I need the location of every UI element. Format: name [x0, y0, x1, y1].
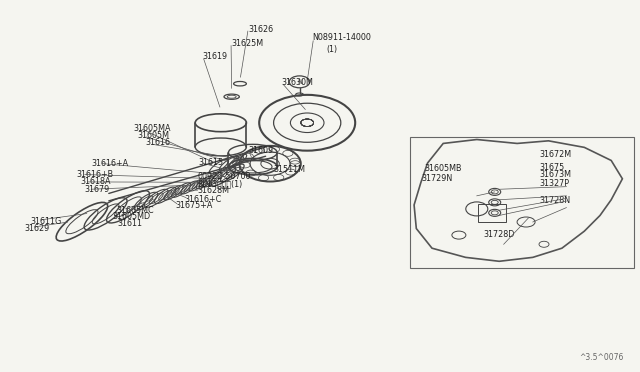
Text: 31673M: 31673M [540, 170, 572, 179]
Text: 31679: 31679 [84, 185, 109, 193]
Text: N: N [297, 79, 302, 85]
Text: 31615: 31615 [198, 158, 223, 167]
Text: 31630M: 31630M [282, 78, 314, 87]
Text: 31619: 31619 [203, 52, 228, 61]
Text: ^3.5^0076: ^3.5^0076 [580, 353, 624, 362]
Text: N08911-14000: N08911-14000 [312, 33, 371, 42]
Text: 31728D: 31728D [483, 230, 515, 239]
Text: 31616+C: 31616+C [184, 195, 221, 203]
Text: 31729N: 31729N [421, 174, 452, 183]
Text: 31616+A: 31616+A [92, 159, 129, 168]
Bar [478, 204, 506, 222]
Text: 31605MB: 31605MB [424, 164, 462, 173]
Text: 31605MC: 31605MC [116, 206, 154, 215]
Text: 31675+A: 31675+A [175, 201, 212, 210]
Text: RINGリング(1): RINGリング(1) [197, 179, 243, 188]
Text: 00922-50700: 00922-50700 [197, 172, 251, 181]
Text: 31675: 31675 [540, 163, 564, 172]
Text: 31625M: 31625M [231, 39, 263, 48]
Bar [410, 137, 634, 268]
Text: 31728N: 31728N [540, 196, 571, 205]
Text: 31672M: 31672M [540, 150, 572, 158]
Text: 31605MD: 31605MD [113, 212, 151, 221]
Text: 31511M: 31511M [274, 165, 306, 174]
Text: 31605MA: 31605MA [133, 124, 171, 132]
Text: 31611G: 31611G [31, 217, 62, 225]
Text: 31616: 31616 [145, 138, 170, 147]
Text: 31616+B: 31616+B [77, 170, 114, 179]
Text: 31327P: 31327P [540, 179, 570, 187]
Text: 31609: 31609 [248, 146, 273, 155]
Text: 31605M: 31605M [138, 131, 170, 140]
Text: 31626: 31626 [248, 25, 273, 34]
Text: 31611: 31611 [118, 219, 143, 228]
Text: 31628M: 31628M [197, 186, 229, 195]
Text: (1): (1) [326, 45, 337, 54]
Text: 31629: 31629 [24, 224, 49, 232]
Text: 31618A: 31618A [81, 177, 111, 186]
